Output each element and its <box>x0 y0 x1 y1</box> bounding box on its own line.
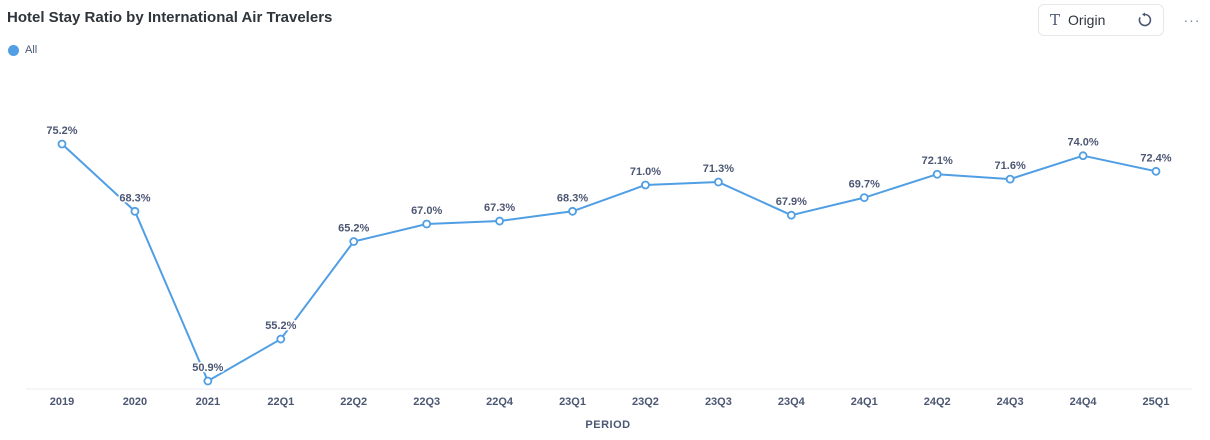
x-tick-label: 2020 <box>123 396 147 408</box>
data-label: 71.6% <box>995 160 1026 172</box>
data-point[interactable] <box>786 210 796 220</box>
data-label: 68.3% <box>557 192 588 204</box>
data-point[interactable] <box>130 206 140 216</box>
x-tick-label: 22Q4 <box>486 396 514 408</box>
data-point[interactable] <box>1005 174 1015 184</box>
x-tick-label: 23Q1 <box>559 396 586 408</box>
data-point[interactable] <box>349 237 359 246</box>
legend-dot <box>8 44 19 56</box>
x-tick-label: 22Q3 <box>413 396 440 408</box>
text-t-icon: T <box>1050 10 1061 29</box>
data-label: 72.4% <box>1140 152 1171 164</box>
origin-label: Origin <box>1068 12 1106 28</box>
data-point[interactable] <box>495 216 505 226</box>
data-point[interactable] <box>203 376 213 386</box>
data-point[interactable] <box>422 219 432 229</box>
more-icon: ··· <box>1183 12 1201 28</box>
data-point[interactable] <box>932 169 942 179</box>
origin-button[interactable]: T Origin <box>1039 5 1105 35</box>
data-label: 75.2% <box>46 125 77 137</box>
x-tick-label: 2021 <box>196 396 220 408</box>
data-label: 71.3% <box>703 163 734 175</box>
series-line-all <box>61 143 1157 382</box>
data-label: 67.3% <box>484 202 515 214</box>
data-point[interactable] <box>1078 151 1088 161</box>
x-tick-label: 24Q4 <box>1070 396 1098 408</box>
data-label: 67.0% <box>411 205 442 217</box>
data-point[interactable] <box>57 139 67 149</box>
data-label: 68.3% <box>119 192 150 204</box>
x-tick-label: 23Q2 <box>632 396 659 408</box>
x-tick-label: 22Q2 <box>340 396 367 408</box>
data-label: 71.0% <box>630 166 661 178</box>
more-button[interactable]: ··· <box>1182 10 1202 30</box>
data-point[interactable] <box>1151 166 1161 176</box>
data-point[interactable] <box>714 177 723 187</box>
visualization-toolbar: T Origin <box>1038 4 1164 36</box>
data-label: 65.2% <box>338 223 369 235</box>
x-tick-label: 24Q3 <box>997 396 1024 408</box>
x-tick-label: 24Q2 <box>924 396 951 408</box>
data-point[interactable] <box>859 193 869 203</box>
x-tick-label: 25Q1 <box>1143 396 1170 408</box>
reset-icon <box>1138 12 1152 27</box>
legend-label: All <box>25 44 38 56</box>
x-tick-label: 24Q1 <box>851 396 878 408</box>
data-label: 72.1% <box>922 155 953 167</box>
data-label: 55.2% <box>265 320 296 332</box>
data-point[interactable] <box>276 334 286 344</box>
data-label: 74.0% <box>1067 137 1098 149</box>
data-point[interactable] <box>641 180 650 190</box>
x-axis-title: PERIOD <box>585 419 630 431</box>
x-tick-label: 23Q4 <box>778 396 806 408</box>
x-tick-label: 23Q3 <box>705 396 732 408</box>
x-tick-label: 2019 <box>50 396 74 408</box>
data-label: 69.7% <box>849 179 880 191</box>
x-tick-label: 22Q1 <box>267 396 294 408</box>
data-label: 67.9% <box>776 196 807 208</box>
legend[interactable]: All <box>8 44 37 56</box>
data-point[interactable] <box>568 206 577 216</box>
data-label: 50.9% <box>192 362 223 374</box>
chart-title: Hotel Stay Ratio by International Air Tr… <box>7 9 333 26</box>
reset-button[interactable] <box>1135 10 1155 30</box>
